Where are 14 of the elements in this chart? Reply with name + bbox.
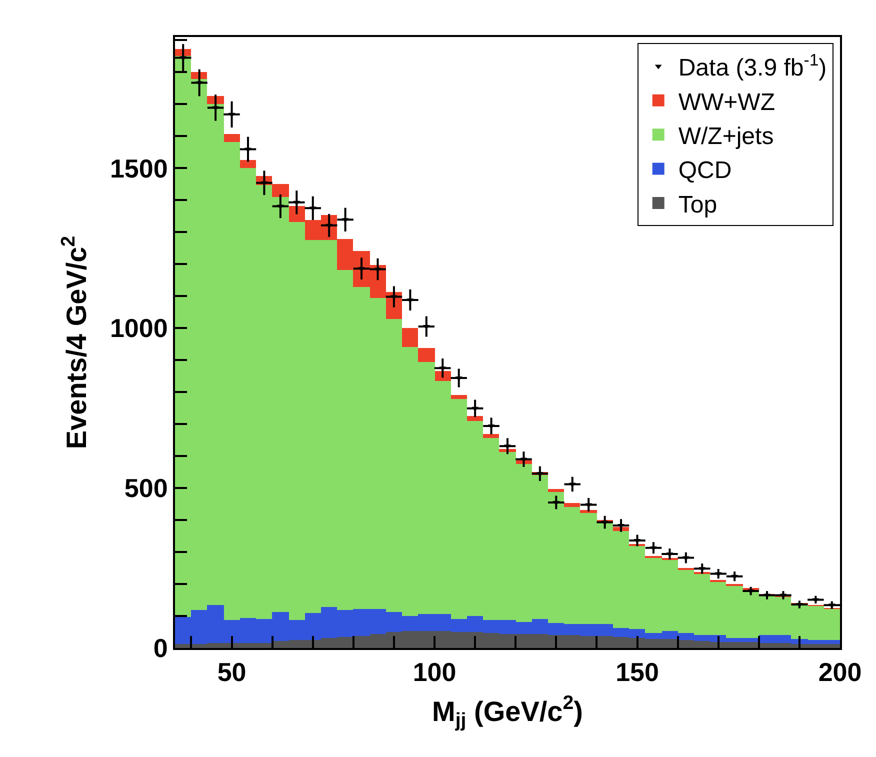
x-tick-label: 150 (616, 657, 659, 688)
y-tick-label: 500 (124, 473, 168, 504)
y-tick-label: 0 (153, 633, 168, 664)
x-tick-label: 100 (412, 657, 456, 688)
y-tick-label: 1000 (110, 313, 168, 344)
legend-label: W/Z+jets (678, 122, 774, 150)
legend-label: Data (3.9 fb$^{-1}$) (678, 50, 827, 82)
x-tick-label: 200 (818, 657, 862, 688)
legend-label: Top (678, 191, 718, 218)
legend-label: WW+WZ (678, 88, 775, 116)
x-axis-title: M$_{jj}$ (GeV/c$^{2}$) (432, 692, 583, 732)
y-tick-label: 1500 (110, 153, 168, 184)
x-tick-label: 50 (217, 657, 246, 688)
legend-label: QCD (678, 157, 732, 184)
